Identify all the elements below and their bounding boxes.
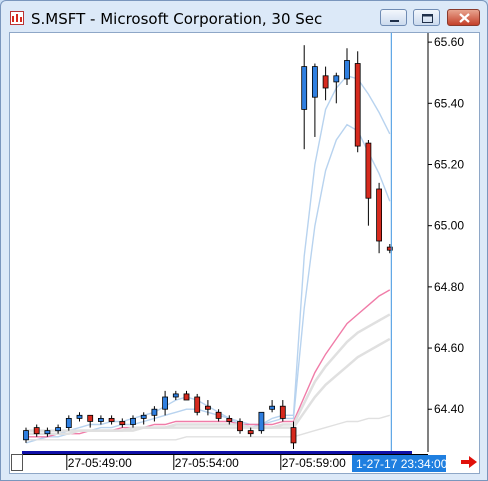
scroll-left-box[interactable] <box>11 454 23 471</box>
up-candle[interactable] <box>76 414 83 419</box>
time-scrollbar[interactable] <box>22 451 412 454</box>
down-candle[interactable] <box>322 75 329 89</box>
down-candle[interactable] <box>354 63 361 147</box>
down-candle[interactable] <box>279 405 286 419</box>
window-title: S.MSFT - Microsoft Corporation, 30 Sec <box>31 10 323 28</box>
y-tick-label: 64.40 <box>434 402 464 416</box>
down-candle[interactable] <box>119 421 126 425</box>
up-candle[interactable] <box>269 405 276 410</box>
minimize-icon <box>390 20 399 22</box>
down-candle[interactable] <box>183 393 190 401</box>
cursor-time-label-bg <box>352 455 446 472</box>
up-candle[interactable] <box>172 393 179 398</box>
up-candle[interactable] <box>258 411 265 432</box>
red-arrow-right-icon[interactable] <box>460 454 478 470</box>
moving-average-line <box>26 123 391 441</box>
y-tick-label: 65.40 <box>434 96 464 110</box>
close-icon <box>459 13 470 23</box>
down-candle[interactable] <box>108 417 115 422</box>
y-tick-label: 65.00 <box>434 219 464 233</box>
down-candle[interactable] <box>290 427 297 444</box>
down-candle[interactable] <box>226 417 233 422</box>
maximize-icon <box>422 14 433 23</box>
moving-average-line <box>26 414 390 441</box>
down-candle[interactable] <box>247 430 254 435</box>
down-candle[interactable] <box>87 414 94 422</box>
candlestick-chart[interactable]: 65.60 65.40 65.20 65.00 64.80 64.60 64.40 27-05… <box>10 33 479 473</box>
chart-area[interactable]: 65.60 65.40 65.20 65.00 64.80 64.60 64.40 27-05… <box>9 32 480 474</box>
down-candle[interactable] <box>215 411 222 419</box>
moving-average-line <box>26 337 391 432</box>
y-tick-label: 65.60 <box>434 35 464 49</box>
x-tick-label: 27-05:49:00 <box>68 456 132 470</box>
close-button[interactable] <box>447 9 480 26</box>
moving-average-line <box>25 75 391 444</box>
up-candle[interactable] <box>162 396 169 410</box>
y-tick-label: 64.60 <box>434 341 464 355</box>
down-candle[interactable] <box>33 427 40 435</box>
x-tick-label: 27-05:54:00 <box>175 456 239 470</box>
minimize-button[interactable] <box>380 9 407 26</box>
up-candle[interactable] <box>151 408 158 416</box>
y-tick-label: 65.20 <box>434 157 464 171</box>
down-candle[interactable] <box>386 246 393 251</box>
maximize-button[interactable] <box>413 9 440 26</box>
down-candle[interactable] <box>376 188 383 242</box>
chart-app-icon <box>10 11 24 25</box>
up-candle[interactable] <box>333 75 340 83</box>
down-candle[interactable] <box>194 396 201 413</box>
up-candle[interactable] <box>23 430 29 441</box>
up-candle[interactable] <box>98 417 104 422</box>
up-candle[interactable] <box>44 430 51 435</box>
up-candle[interactable] <box>311 66 318 98</box>
up-candle[interactable] <box>344 60 350 80</box>
cursor-time-label: 1-27-17 23:34:00 <box>356 457 448 471</box>
up-candle[interactable] <box>140 414 147 419</box>
up-candle[interactable] <box>65 417 72 428</box>
down-candle[interactable] <box>204 405 211 410</box>
up-candle[interactable] <box>130 417 136 425</box>
down-candle[interactable] <box>365 142 372 199</box>
down-candle[interactable] <box>237 421 243 432</box>
y-tick-label: 64.80 <box>434 280 464 294</box>
x-tick-label: 27-05:59:00 <box>282 456 346 470</box>
title-bar[interactable]: S.MSFT - Microsoft Corporation, 30 Sec <box>1 1 487 33</box>
up-candle[interactable] <box>301 66 308 110</box>
up-candle[interactable] <box>55 427 61 432</box>
